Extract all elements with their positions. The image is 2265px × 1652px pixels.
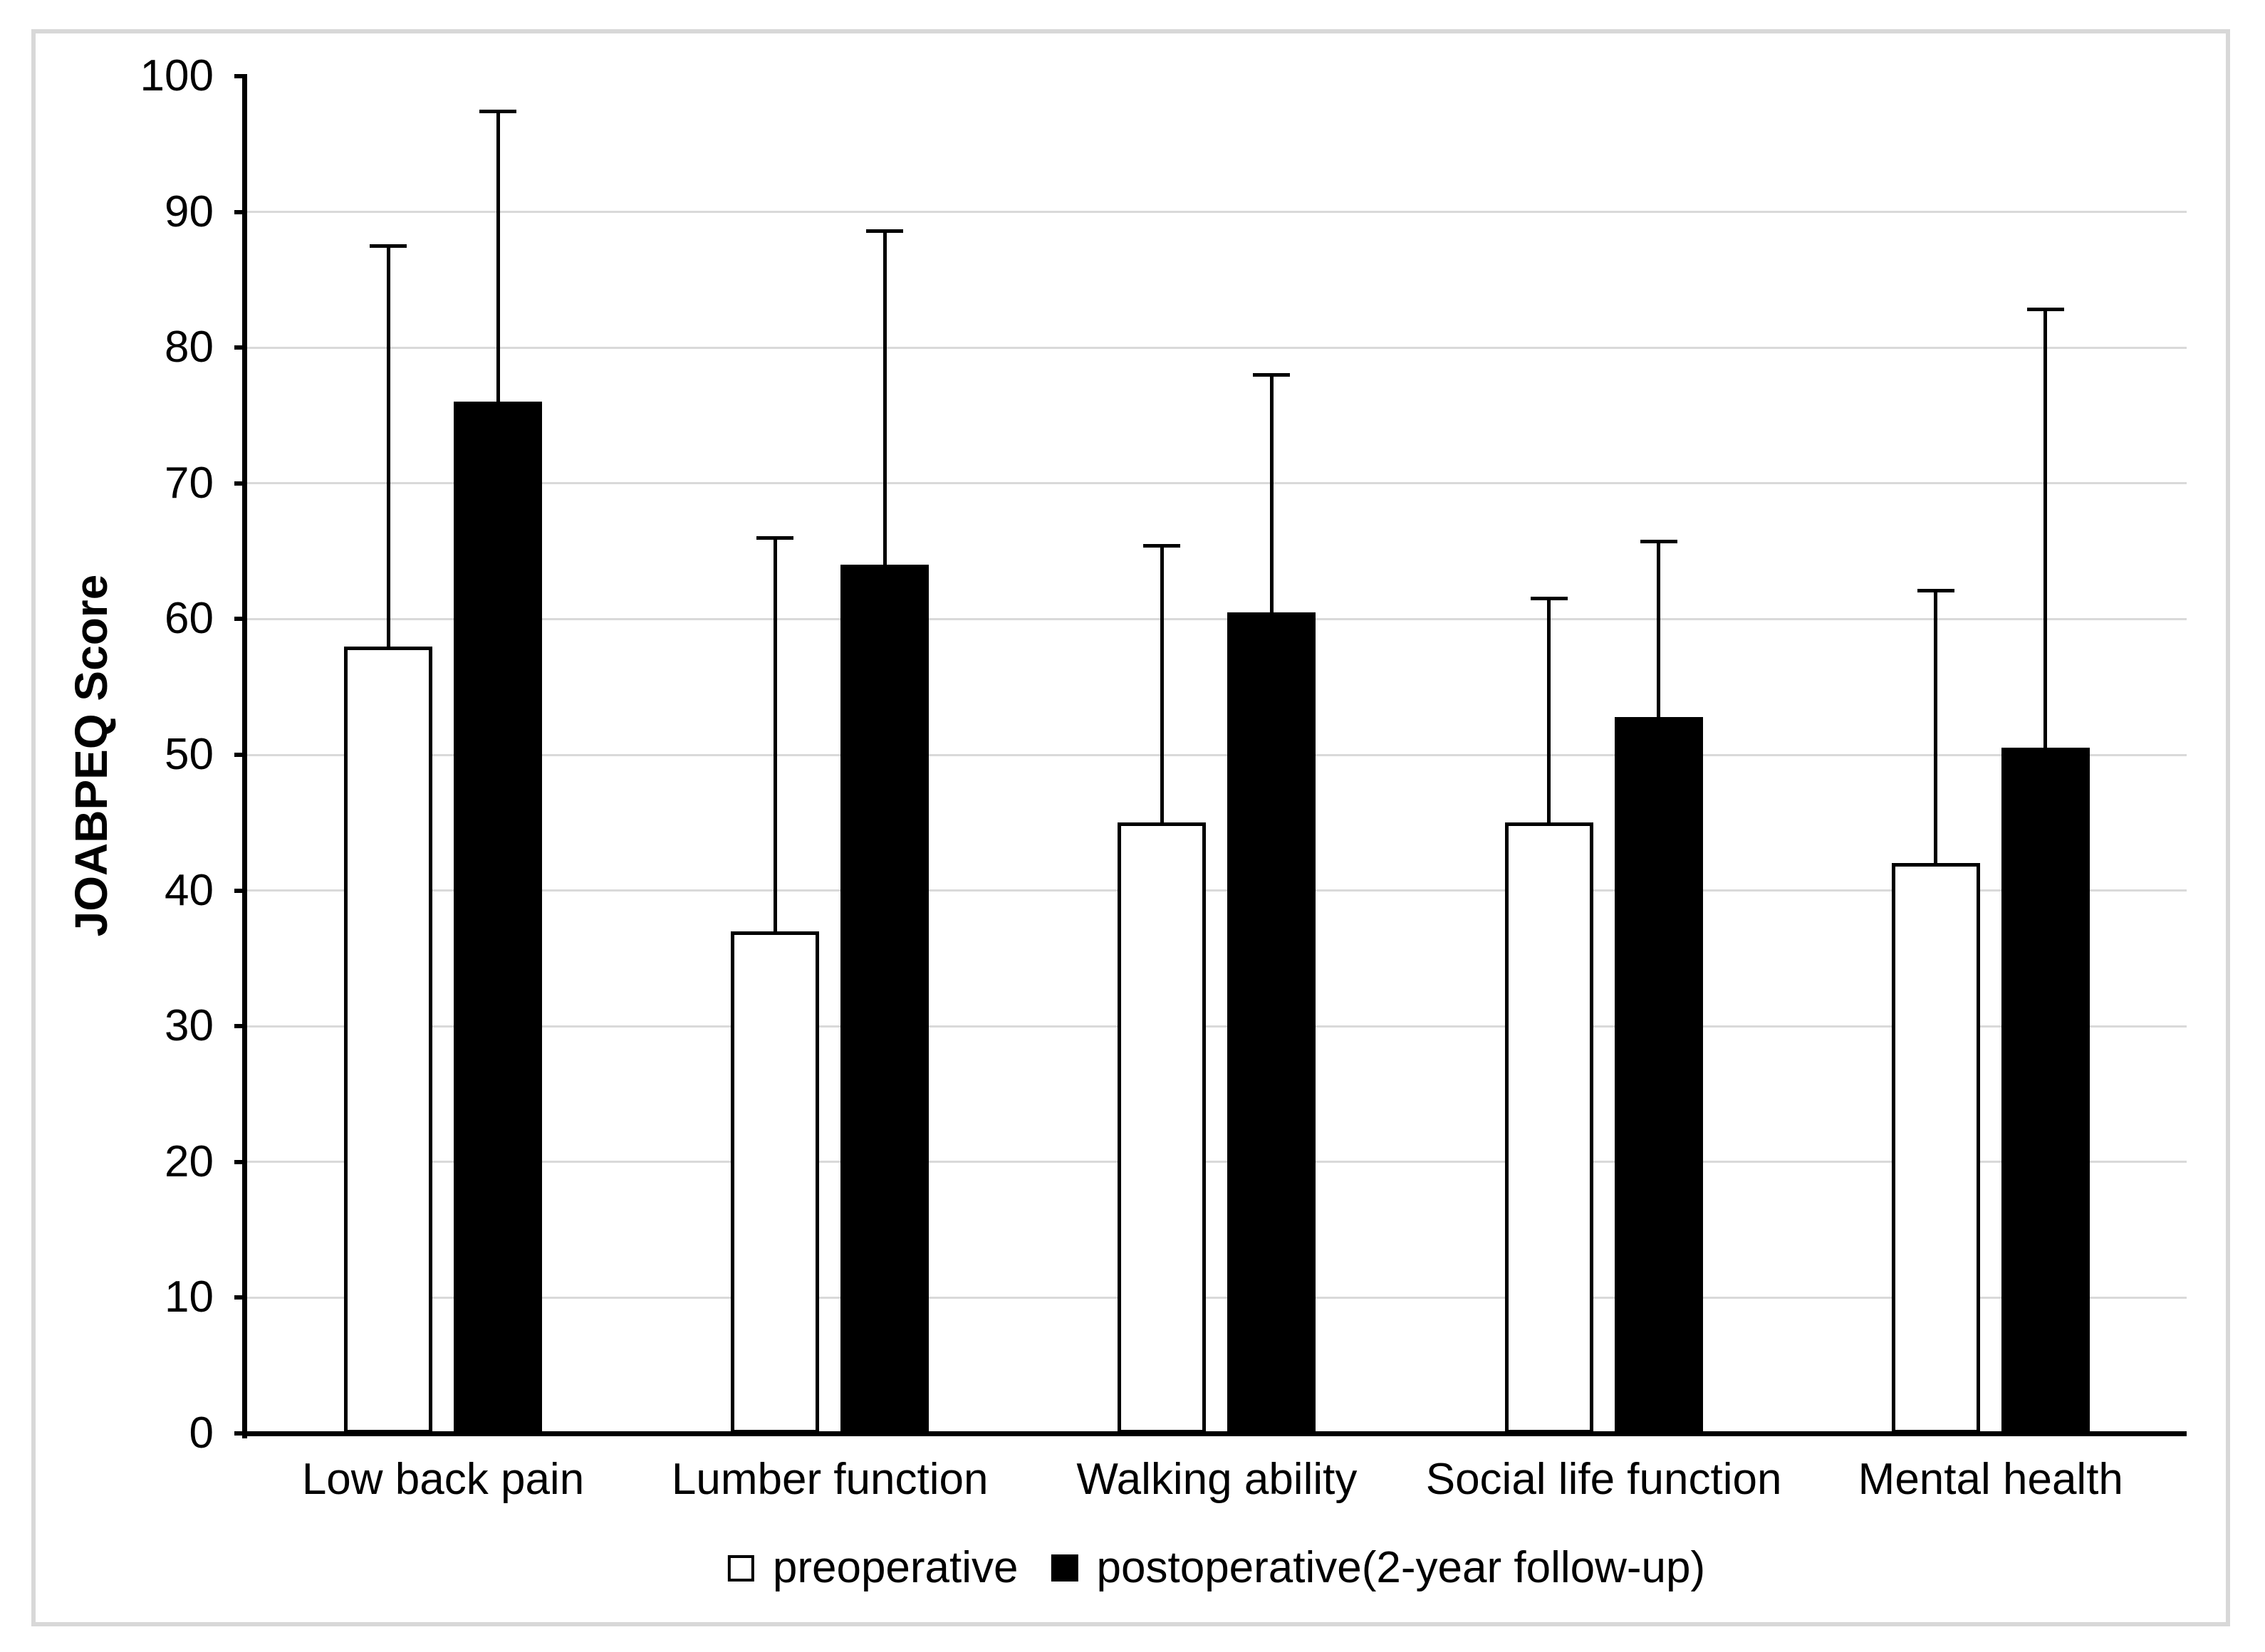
- legend-marker-postoperative-square-icon: [1051, 1554, 1078, 1582]
- error-bar-line-preoperative-2: [1160, 545, 1164, 823]
- error-bar-cap-preoperative-1: [756, 535, 794, 540]
- error-bar-line-postoperative-4: [2043, 309, 2048, 748]
- error-bar-line-preoperative-3: [1547, 598, 1551, 823]
- error-bar-cap-postoperative-2: [1253, 372, 1291, 377]
- y-axis-line: [242, 76, 247, 1438]
- gridline-60: [247, 617, 2187, 620]
- gridline-10: [247, 1296, 2187, 1299]
- legend: preoperative postoperative(2-year follow…: [727, 1543, 1706, 1592]
- x-axis-line: [242, 1431, 2187, 1436]
- category-label-3: Social life function: [1425, 1455, 1782, 1504]
- y-tick-label-50: 50: [165, 730, 214, 779]
- bar-postoperative-1: [840, 565, 930, 1433]
- bar-postoperative-0: [454, 402, 542, 1433]
- legend-label-postoperative: postoperative(2-year follow-up): [1096, 1543, 1706, 1592]
- y-tick-70: [234, 481, 247, 486]
- y-tick-label-80: 80: [165, 323, 214, 372]
- legend-label-preoperative: preoperative: [772, 1543, 1019, 1592]
- error-bar-cap-preoperative-0: [370, 244, 407, 248]
- error-bar-line-postoperative-1: [882, 231, 887, 565]
- y-axis-title: JOABPEQ Score: [66, 574, 117, 937]
- gridline-90: [247, 211, 2187, 214]
- error-bar-line-postoperative-0: [496, 111, 500, 402]
- category-label-1: Lumber function: [671, 1455, 989, 1504]
- error-bar-line-preoperative-0: [386, 246, 390, 647]
- y-tick-90: [234, 209, 247, 214]
- gridline-80: [247, 346, 2187, 349]
- error-bar-cap-preoperative-3: [1530, 597, 1568, 601]
- error-bar-line-preoperative-1: [773, 538, 777, 931]
- y-tick-label-70: 70: [165, 458, 214, 508]
- category-label-4: Mental health: [1858, 1455, 2123, 1504]
- legend-item-preoperative: preoperative: [727, 1543, 1019, 1592]
- gridline-20: [247, 1161, 2187, 1164]
- y-tick-30: [234, 1024, 247, 1029]
- error-bar-line-postoperative-3: [1657, 541, 1661, 717]
- legend-item-postoperative: postoperative(2-year follow-up): [1051, 1543, 1706, 1592]
- y-tick-label-100: 100: [140, 51, 214, 100]
- y-tick-label-10: 10: [165, 1272, 214, 1322]
- y-tick-40: [234, 888, 247, 893]
- y-tick-label-30: 30: [165, 1001, 214, 1051]
- bar-preoperative-0: [344, 646, 432, 1433]
- bar-postoperative-4: [2001, 748, 2090, 1433]
- legend-marker-preoperative-square-icon: [727, 1554, 754, 1582]
- y-tick-20: [234, 1159, 247, 1164]
- y-tick-60: [234, 617, 247, 622]
- chart-frame-border: [31, 29, 2230, 1626]
- category-label-0: Low back pain: [301, 1455, 585, 1504]
- y-tick-50: [234, 753, 247, 757]
- gridline-30: [247, 1025, 2187, 1028]
- y-tick-label-20: 20: [165, 1136, 214, 1186]
- y-tick-100: [234, 74, 247, 78]
- y-tick-label-40: 40: [165, 865, 214, 915]
- y-tick-label-60: 60: [165, 594, 214, 644]
- bar-preoperative-2: [1118, 822, 1207, 1433]
- error-bar-cap-postoperative-4: [2026, 308, 2064, 312]
- error-bar-cap-preoperative-4: [1917, 588, 1954, 592]
- error-bar-cap-postoperative-1: [866, 229, 904, 233]
- y-tick-0: [234, 1431, 247, 1436]
- y-tick-label-90: 90: [165, 187, 214, 236]
- y-tick-label-0: 0: [189, 1408, 214, 1458]
- y-tick-10: [234, 1295, 247, 1300]
- error-bar-cap-postoperative-0: [479, 110, 516, 114]
- y-tick-80: [234, 345, 247, 350]
- bar-postoperative-3: [1614, 716, 1703, 1433]
- bar-preoperative-1: [731, 931, 820, 1433]
- error-bar-cap-preoperative-2: [1143, 543, 1181, 548]
- error-bar-line-postoperative-2: [1269, 375, 1274, 612]
- gridline-40: [247, 889, 2187, 892]
- gridline-70: [247, 482, 2187, 485]
- gridline-50: [247, 753, 2187, 756]
- error-bar-cap-postoperative-3: [1640, 540, 1677, 544]
- category-label-2: Walking ability: [1076, 1455, 1358, 1504]
- bar-preoperative-3: [1504, 822, 1593, 1433]
- bar-postoperative-2: [1227, 612, 1316, 1433]
- error-bar-line-preoperative-4: [1934, 590, 1938, 864]
- bar-preoperative-4: [1891, 863, 1980, 1433]
